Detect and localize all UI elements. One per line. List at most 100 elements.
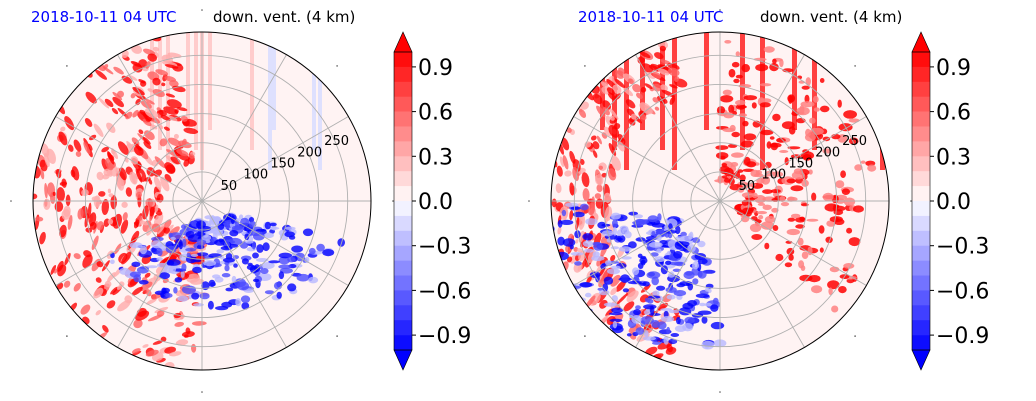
negative-cell xyxy=(163,265,177,274)
negative-cell xyxy=(645,236,659,240)
positive-cell xyxy=(103,63,109,70)
positive-cell xyxy=(788,254,794,261)
colorbar-band xyxy=(912,215,930,232)
negative-cell xyxy=(185,247,197,252)
colorbar-tick-label: 0.9 xyxy=(418,56,453,81)
positive-cell xyxy=(751,234,763,240)
positive-cell xyxy=(587,202,596,216)
colorbar-band xyxy=(912,275,930,291)
positive-cell xyxy=(50,264,57,275)
beam-streak xyxy=(272,32,276,130)
positive-cell xyxy=(44,183,48,199)
negative-cell xyxy=(660,265,668,275)
positive-cell xyxy=(790,213,801,219)
positive-cell xyxy=(731,131,740,138)
colorbar-tick-label: 0.6 xyxy=(936,101,971,126)
positive-cell xyxy=(819,78,825,83)
colorbar-band xyxy=(912,156,930,172)
positive-cell xyxy=(639,102,653,115)
positive-cell xyxy=(135,168,143,183)
colorbar-band xyxy=(394,52,412,68)
positive-cell xyxy=(609,115,615,121)
radial-tick-label: 50 xyxy=(221,179,238,194)
positive-cell xyxy=(730,162,739,167)
positive-cell xyxy=(764,242,770,250)
negative-cell xyxy=(131,261,141,267)
positive-cell xyxy=(131,350,142,356)
negative-cell xyxy=(712,297,719,305)
negative-cell xyxy=(574,230,581,239)
colorbar: 0.9 0.6 0.3 0.0 −0.3 −0.6 −0.9 xyxy=(911,31,989,371)
negative-cell xyxy=(612,320,618,329)
positive-cell xyxy=(95,277,102,283)
positive-cell xyxy=(746,161,757,168)
azimuth-line xyxy=(201,116,349,202)
positive-cell xyxy=(111,148,119,160)
negative-cell xyxy=(650,252,659,257)
colorbar-band xyxy=(394,126,412,142)
negative-cell xyxy=(672,268,681,272)
positive-cell xyxy=(660,84,668,91)
negative-cell xyxy=(689,231,694,240)
positive-cell xyxy=(795,224,805,229)
angle-tick xyxy=(528,200,530,202)
angle-tick xyxy=(66,335,68,337)
positive-cell xyxy=(175,339,189,346)
positive-cell xyxy=(607,168,617,181)
positive-cell xyxy=(755,170,762,175)
negative-cell xyxy=(251,241,256,250)
negative-cell xyxy=(593,242,603,251)
positive-cell xyxy=(659,45,667,52)
negative-cell xyxy=(683,270,695,280)
negative-cell xyxy=(230,215,235,225)
positive-cell xyxy=(56,260,64,272)
positive-cell xyxy=(131,348,141,354)
negative-cell xyxy=(193,303,204,307)
positive-cell xyxy=(142,118,152,127)
positive-cell xyxy=(762,189,773,195)
negative-cell xyxy=(551,230,553,234)
positive-cell xyxy=(667,63,680,70)
beam-streak xyxy=(268,32,272,170)
negative-cell xyxy=(196,238,207,246)
positive-cell xyxy=(743,95,758,101)
colorbar-band xyxy=(394,230,412,246)
positive-cell xyxy=(846,227,853,234)
negative-cell xyxy=(551,257,561,265)
negative-cell xyxy=(252,252,259,259)
negative-cell xyxy=(551,222,552,231)
negative-cell xyxy=(180,269,185,278)
positive-cell xyxy=(724,178,731,183)
colorbar-band xyxy=(394,215,412,232)
negative-cell xyxy=(264,290,275,295)
negative-cell xyxy=(214,239,227,246)
positive-cell xyxy=(101,158,109,172)
negative-cell xyxy=(676,316,681,325)
negative-cell xyxy=(572,211,585,218)
positive-cell xyxy=(632,83,642,93)
positive-cell xyxy=(804,133,816,142)
positive-cell xyxy=(838,286,847,294)
positive-cell xyxy=(108,193,114,198)
negative-cell xyxy=(665,260,672,265)
angle-tick xyxy=(201,9,203,11)
negative-cell xyxy=(278,264,292,269)
positive-cell xyxy=(626,290,639,303)
positive-cell xyxy=(596,184,603,193)
negative-cell xyxy=(704,302,712,307)
positive-cell xyxy=(176,149,189,157)
angle-tick xyxy=(719,391,721,393)
negative-cell xyxy=(221,301,233,308)
positive-cell xyxy=(640,113,647,120)
positive-cell xyxy=(763,46,775,53)
positive-cell xyxy=(666,344,673,353)
negative-cell xyxy=(648,241,663,248)
field-blobs xyxy=(33,32,346,370)
positive-cell xyxy=(130,60,142,68)
positive-cell xyxy=(81,189,89,197)
positive-cell xyxy=(784,262,793,268)
colorbar-band xyxy=(394,66,412,83)
azimuth-line xyxy=(201,200,349,286)
positive-cell xyxy=(566,127,572,133)
negative-cell xyxy=(136,266,150,274)
